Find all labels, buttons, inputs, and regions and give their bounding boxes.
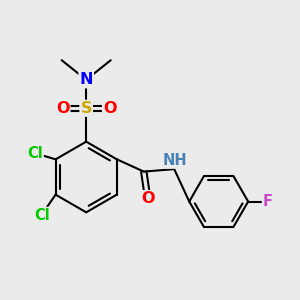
Text: O: O [103, 101, 116, 116]
Text: Cl: Cl [27, 146, 43, 161]
Text: Cl: Cl [34, 208, 50, 223]
Text: F: F [263, 194, 273, 209]
Text: S: S [80, 101, 92, 116]
Text: O: O [141, 191, 154, 206]
Text: O: O [56, 101, 69, 116]
Text: NH: NH [163, 153, 188, 168]
Text: N: N [80, 72, 93, 87]
